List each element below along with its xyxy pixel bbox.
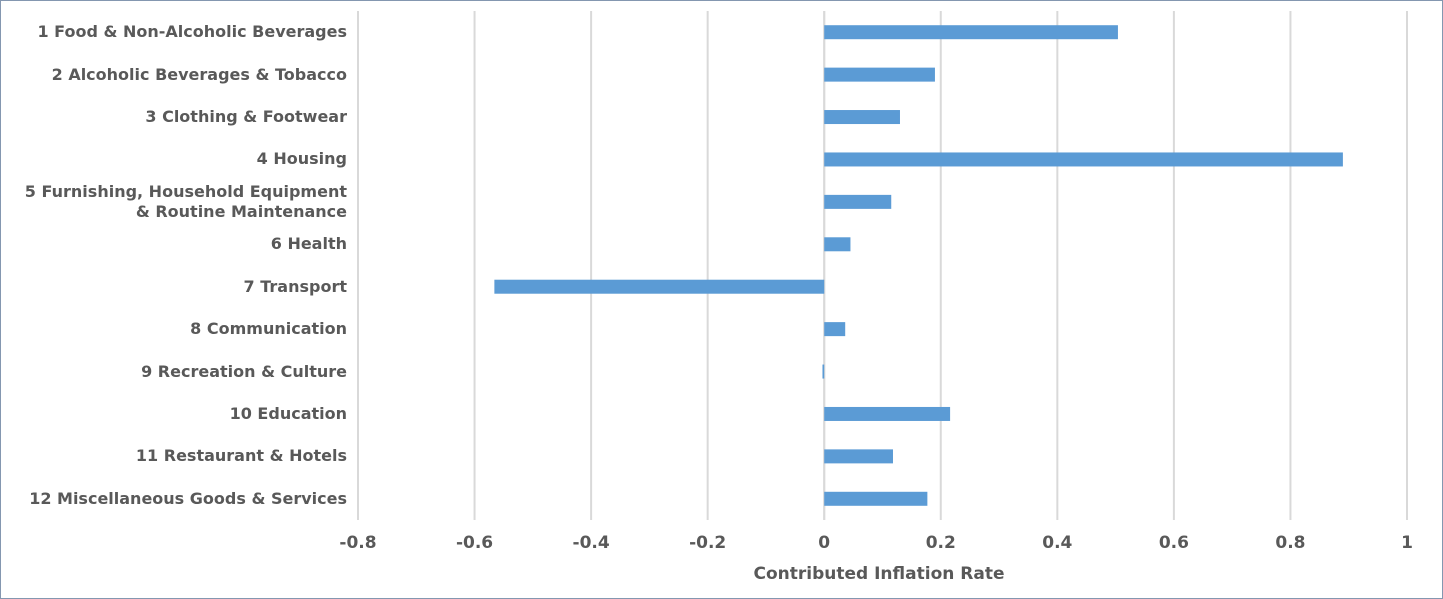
y-tick-label: 11 Restaurant & Hotels: [135, 446, 347, 466]
x-tick-label: -0.6: [456, 533, 493, 553]
bar: [824, 152, 1343, 167]
bar: [824, 237, 851, 252]
x-tick-label: 0.8: [1275, 533, 1305, 553]
bar: [824, 194, 892, 209]
y-tick-label: 1 Food & Non-Alcoholic Beverages: [37, 22, 347, 42]
y-tick-label: 7 Transport: [243, 276, 347, 296]
x-tick-label: 1: [1401, 533, 1413, 553]
y-tick-label: 3 Clothing & Footwear: [145, 107, 347, 127]
y-tick-label: 9 Recreation & Culture: [141, 361, 347, 381]
y-tick-label: 8 Communication: [190, 319, 347, 339]
x-tick-label: -0.4: [573, 533, 610, 553]
bar: [824, 110, 900, 125]
x-tick-label: -0.2: [689, 533, 726, 553]
x-tick-label: 0: [818, 533, 830, 553]
x-tick-label: -0.8: [339, 533, 376, 553]
bar: [824, 491, 928, 506]
y-tick-label: 5 Furnishing, Household Equipment & Rout…: [24, 181, 347, 221]
x-tick-label: 0.2: [926, 533, 956, 553]
bar: [822, 364, 825, 379]
y-tick-label: 10 Education: [229, 403, 347, 423]
bar: [824, 322, 846, 337]
bar: [824, 449, 893, 464]
y-tick-label: 12 Miscellaneous Goods & Services: [29, 488, 347, 508]
y-tick-label: 6 Health: [270, 234, 347, 254]
y-tick-label: 4 Housing: [256, 149, 347, 169]
x-axis-title: Contributed Inflation Rate: [754, 564, 1005, 584]
x-tick-label: 0.4: [1042, 533, 1072, 553]
bar: [824, 25, 1118, 40]
bar: [494, 279, 825, 294]
x-tick-label: 0.6: [1159, 533, 1189, 553]
bar: [824, 67, 935, 82]
bar: [824, 406, 951, 421]
y-tick-label: 2 Alcoholic Beverages & Tobacco: [51, 64, 347, 84]
